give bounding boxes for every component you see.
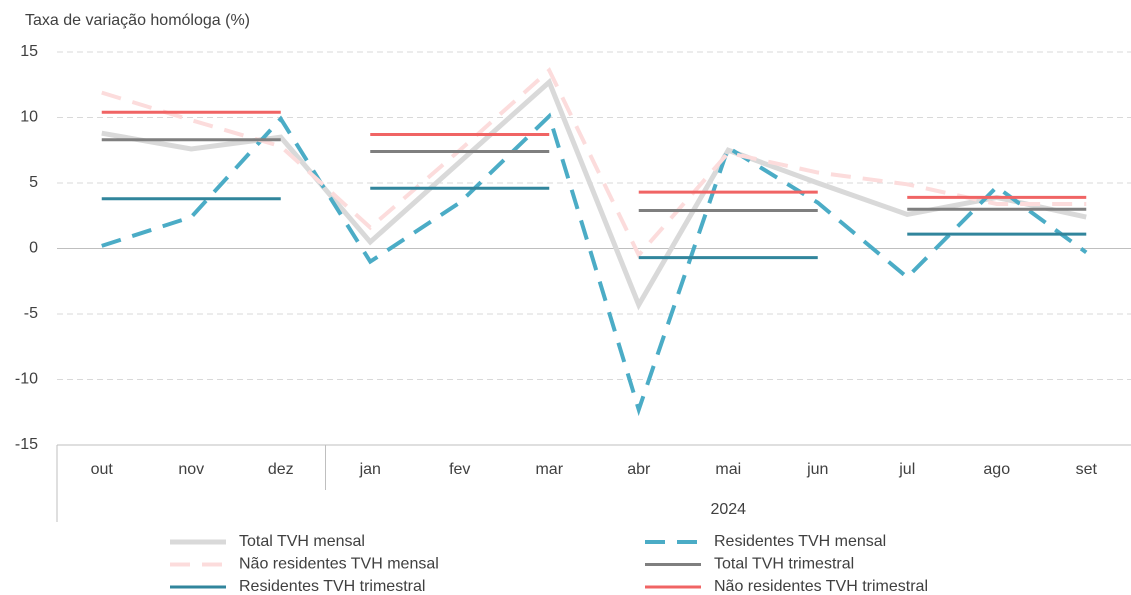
x-tick-label: jun (806, 461, 828, 478)
y-tick-label: -15 (15, 436, 38, 453)
x-tick-label: out (91, 461, 114, 478)
y-tick-label: -5 (24, 305, 38, 322)
legend-label: Residentes TVH mensal (714, 533, 886, 550)
x-tick-label: jan (359, 461, 381, 478)
legend-label: Não residentes TVH trimestral (714, 578, 928, 595)
series-line (101, 77, 1087, 311)
legend-label: Não residentes TVH mensal (239, 556, 439, 573)
x-group-label: 2024 (710, 501, 746, 518)
x-tick-label: ago (983, 461, 1010, 478)
legend-label: Total TVH trimestral (714, 556, 854, 573)
y-tick-label: 15 (20, 43, 38, 60)
legend-label: Residentes TVH trimestral (239, 578, 425, 595)
x-tick-label: mai (715, 461, 741, 478)
x-tick-label: jul (898, 461, 915, 478)
series-line (101, 67, 1087, 259)
x-tick-label: mar (535, 461, 563, 478)
y-axis-label: Taxa de variação homóloga (%) (25, 12, 250, 29)
x-tick-label: set (1076, 461, 1098, 478)
x-tick-label: nov (178, 461, 204, 478)
y-tick-label: 5 (29, 174, 38, 191)
x-tick-label: fev (449, 461, 470, 478)
series-line (101, 112, 1088, 417)
x-tick-label: abr (627, 461, 651, 478)
y-tick-label: 10 (20, 109, 38, 126)
y-tick-label: -10 (15, 371, 38, 388)
y-tick-label: 0 (29, 240, 38, 257)
legend-label: Total TVH mensal (239, 533, 365, 550)
x-tick-label: dez (268, 461, 294, 478)
